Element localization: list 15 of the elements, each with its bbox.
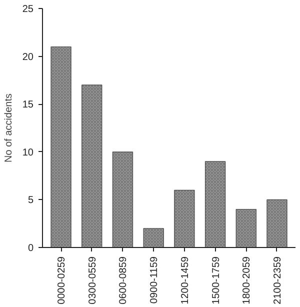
y-tick-label: 10 (22, 147, 34, 158)
y-axis-title: No of accidents (3, 94, 14, 162)
x-tick-label: 0600-0859 (118, 256, 130, 304)
y-tick-label: 5 (28, 195, 34, 206)
x-tick-label: 1200-1459 (180, 256, 191, 304)
y-tick-label: 15 (22, 100, 34, 111)
x-tick-label: 0300-0559 (87, 256, 98, 304)
x-tick-label: 1800-2059 (242, 256, 253, 304)
x-tick-label: 0000-0259 (56, 256, 68, 304)
x-tick-label: 2100-2359 (272, 256, 284, 304)
y-tick-label: 0 (28, 243, 34, 254)
x-tick-label: 1500-1759 (210, 256, 222, 304)
x-tick-label: 0900-1159 (149, 256, 160, 304)
y-tick-label: 20 (22, 52, 34, 63)
y-tick-label: 25 (22, 4, 34, 15)
